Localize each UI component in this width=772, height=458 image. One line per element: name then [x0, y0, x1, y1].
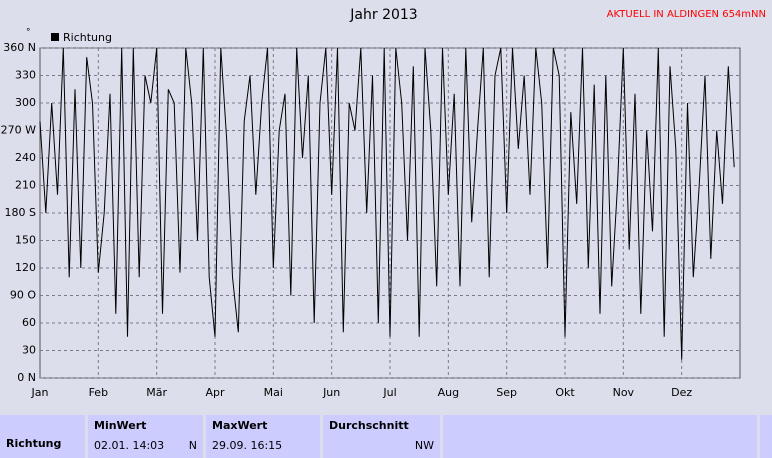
y-tick-label: 360 N	[3, 41, 36, 54]
y-tick-label: 150	[15, 234, 36, 247]
y-unit: °	[26, 28, 31, 38]
min-dir: N	[188, 439, 197, 452]
y-tick-label: 240	[15, 151, 36, 164]
avg-cell: Durchschnitt NW	[323, 415, 440, 458]
header: MinWert	[94, 419, 147, 432]
y-tick-label: 330	[15, 69, 36, 82]
y-tick-label: 180 S	[5, 206, 36, 219]
x-tick-label: Jul	[382, 386, 396, 399]
chart: Jahr 2013 AKTUELL IN ALDINGEN 654mNN ° R…	[1, 7, 766, 399]
x-tick-label: Mär	[146, 386, 167, 399]
x-tick-label: Sep	[496, 386, 517, 399]
y-tick-label: 210	[15, 179, 36, 192]
x-tick-label: Nov	[613, 386, 635, 399]
y-tick-label: 120	[15, 261, 36, 274]
x-tick-label: Dez	[671, 386, 692, 399]
y-tick-label: 300	[15, 96, 36, 109]
x-tick-label: Jun	[322, 386, 340, 399]
y-tick-label: 0 N	[17, 371, 36, 384]
y-tick-label: 60	[22, 316, 36, 329]
max-cell: MaxWert 29.09. 16:15	[206, 415, 320, 458]
y-tick-label: 270 W	[1, 124, 36, 137]
empty-cell	[443, 415, 757, 458]
x-tick-label: Apr	[205, 386, 225, 399]
x-tick-label: Mai	[264, 386, 283, 399]
table: Richtung MinWert 02.01. 14:03 N MaxWert 29.…	[0, 415, 772, 458]
legend-swatch	[51, 33, 59, 41]
x-tick-label: Okt	[555, 386, 575, 399]
header: MaxWert	[212, 419, 268, 432]
x-tick-label: Aug	[438, 386, 459, 399]
avg-dir: NW	[414, 439, 434, 452]
x-tick-label: Feb	[89, 386, 108, 399]
header: Durchschnitt	[329, 419, 409, 432]
empty-cell	[760, 415, 772, 458]
max-time: 29.09. 16:15	[212, 439, 283, 452]
x-tick-label: Jan	[31, 386, 49, 399]
y-tick-label: 30	[22, 344, 36, 357]
min-time: 02.01. 14:03	[94, 439, 165, 452]
legend-label: Richtung	[63, 31, 112, 44]
data-line	[39, 47, 735, 360]
chart-title: Jahr 2013	[349, 7, 417, 23]
row-label: Richtung	[0, 415, 85, 458]
station-label: AKTUELL IN ALDINGEN 654mNN	[607, 9, 766, 20]
y-tick-label: 90 O	[10, 289, 36, 302]
min-cell: MinWert 02.01. 14:03 N	[88, 415, 203, 458]
